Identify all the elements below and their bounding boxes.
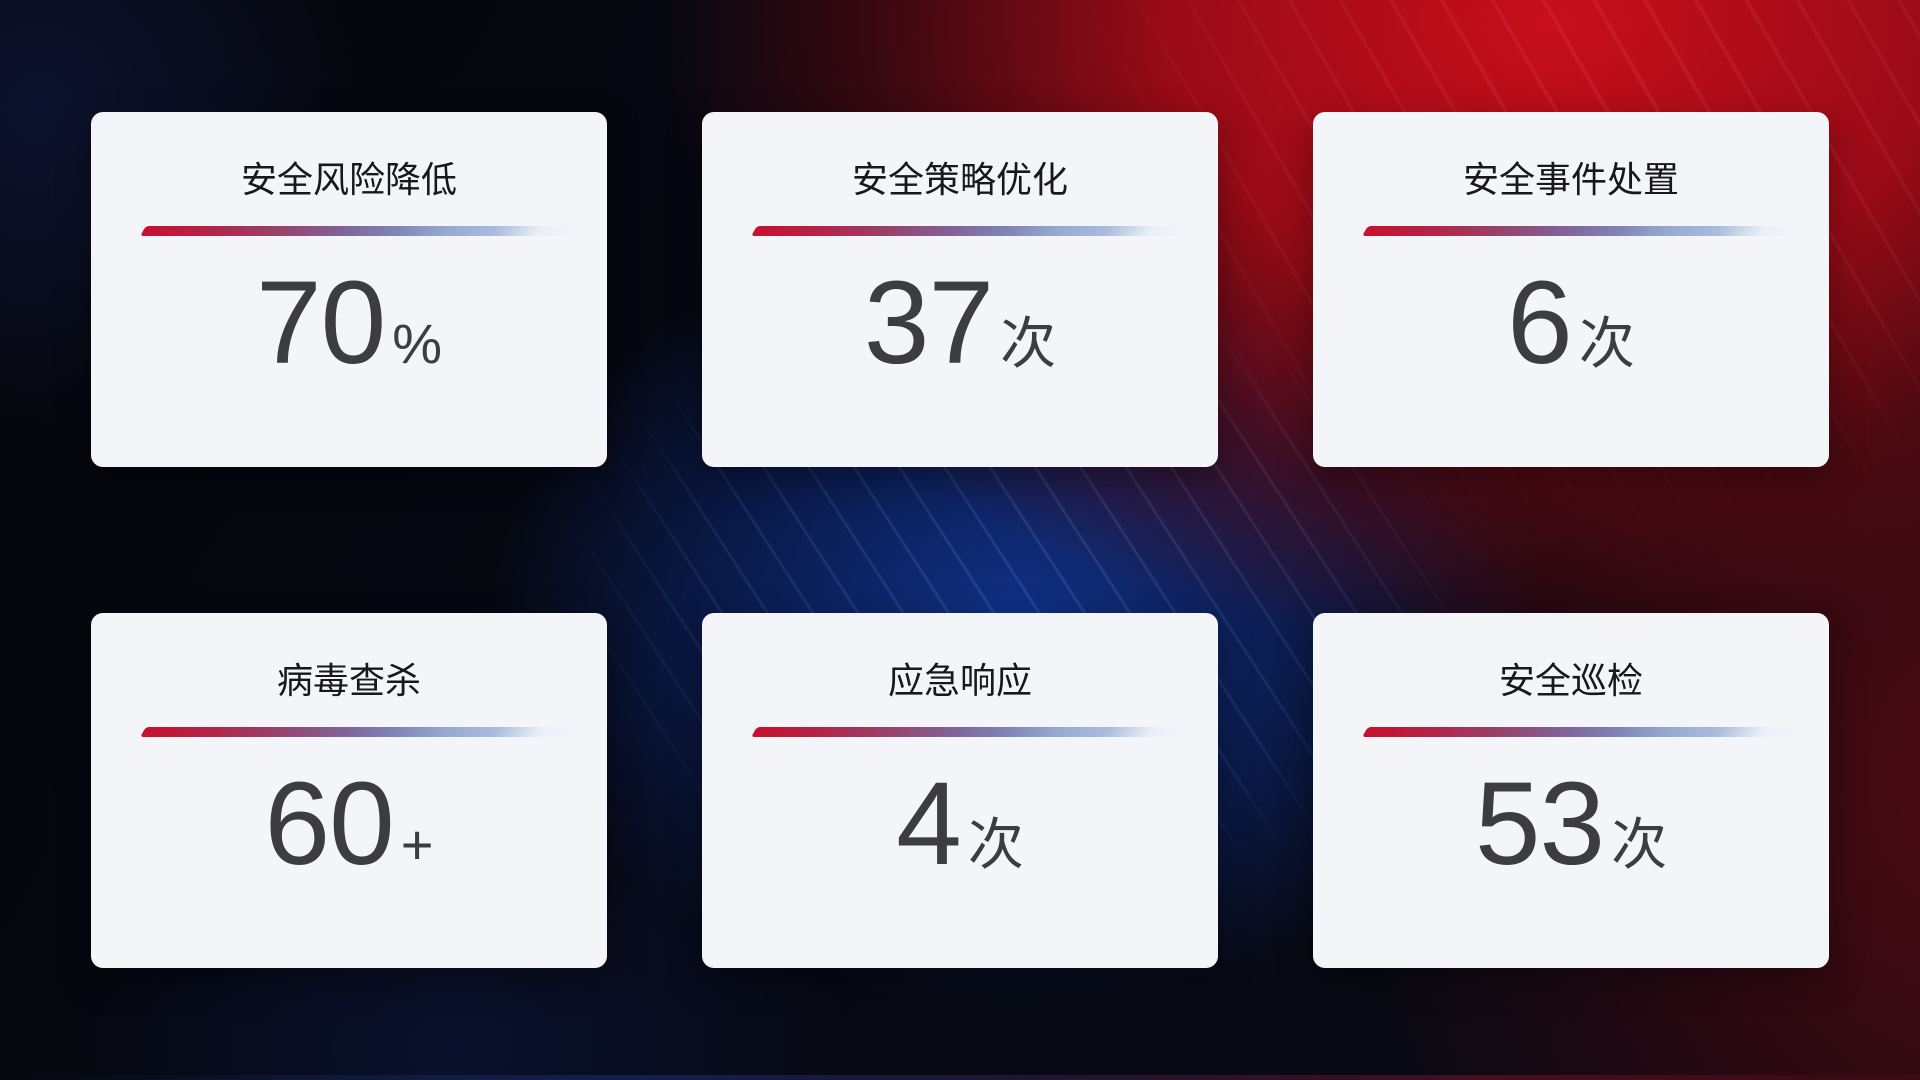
- card-unit: +: [400, 813, 434, 876]
- card-title: 安全巡检: [1498, 660, 1643, 701]
- card-value-row: 70 %: [91, 257, 607, 389]
- divider-accent: [1362, 226, 1814, 236]
- card-value-row: 53 次: [1313, 758, 1829, 890]
- card-value-row: 37 次: [702, 257, 1218, 389]
- card-unit: 次: [1000, 312, 1057, 375]
- card-title: 安全策略优化: [851, 159, 1068, 200]
- card-value: 37: [863, 257, 994, 389]
- card-title: 应急响应: [887, 660, 1032, 701]
- stat-card-emergency-response: 应急响应 4 次: [702, 613, 1218, 968]
- card-value: 60: [264, 758, 395, 890]
- card-title: 安全风险降低: [240, 159, 457, 200]
- divider-accent: [751, 727, 1203, 737]
- bottom-accent-strip: [0, 1075, 1920, 1080]
- card-unit: 次: [967, 813, 1024, 876]
- stats-grid: 安全风险降低 70 % 安全策略优化 37 次 安全事件处置 6 次 病毒查杀 …: [91, 112, 1829, 968]
- card-title: 病毒查杀: [276, 660, 421, 701]
- card-unit: 次: [1578, 312, 1635, 375]
- stat-card-policy-optimization: 安全策略优化 37 次: [702, 112, 1218, 467]
- card-unit: %: [392, 312, 443, 375]
- card-value: 6: [1507, 257, 1573, 389]
- divider-accent: [140, 226, 592, 236]
- divider-accent: [751, 226, 1203, 236]
- stat-card-security-risk-reduction: 安全风险降低 70 %: [91, 112, 607, 467]
- card-value-row: 60 +: [91, 758, 607, 890]
- divider-accent: [140, 727, 592, 737]
- divider-accent: [1362, 727, 1814, 737]
- card-title: 安全事件处置: [1462, 159, 1679, 200]
- card-value: 4: [896, 758, 962, 890]
- card-value: 70: [255, 257, 386, 389]
- card-unit: 次: [1611, 813, 1668, 876]
- stat-card-incident-handling: 安全事件处置 6 次: [1313, 112, 1829, 467]
- card-value-row: 6 次: [1313, 257, 1829, 389]
- card-value-row: 4 次: [702, 758, 1218, 890]
- card-value: 53: [1474, 758, 1605, 890]
- stat-card-virus-scan: 病毒查杀 60 +: [91, 613, 607, 968]
- stat-card-security-inspection: 安全巡检 53 次: [1313, 613, 1829, 968]
